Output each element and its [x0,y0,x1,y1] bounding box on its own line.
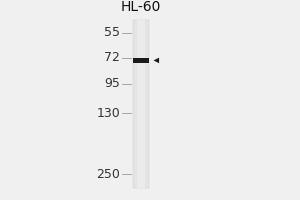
Bar [133,20,149,188]
Bar [133,58,149,63]
Text: HL-60: HL-60 [121,0,161,14]
Text: 72: 72 [104,51,120,64]
Bar [137,20,145,188]
Text: 55: 55 [104,26,120,39]
Text: 95: 95 [104,77,120,90]
Text: 250: 250 [96,168,120,181]
Text: 130: 130 [96,107,120,120]
